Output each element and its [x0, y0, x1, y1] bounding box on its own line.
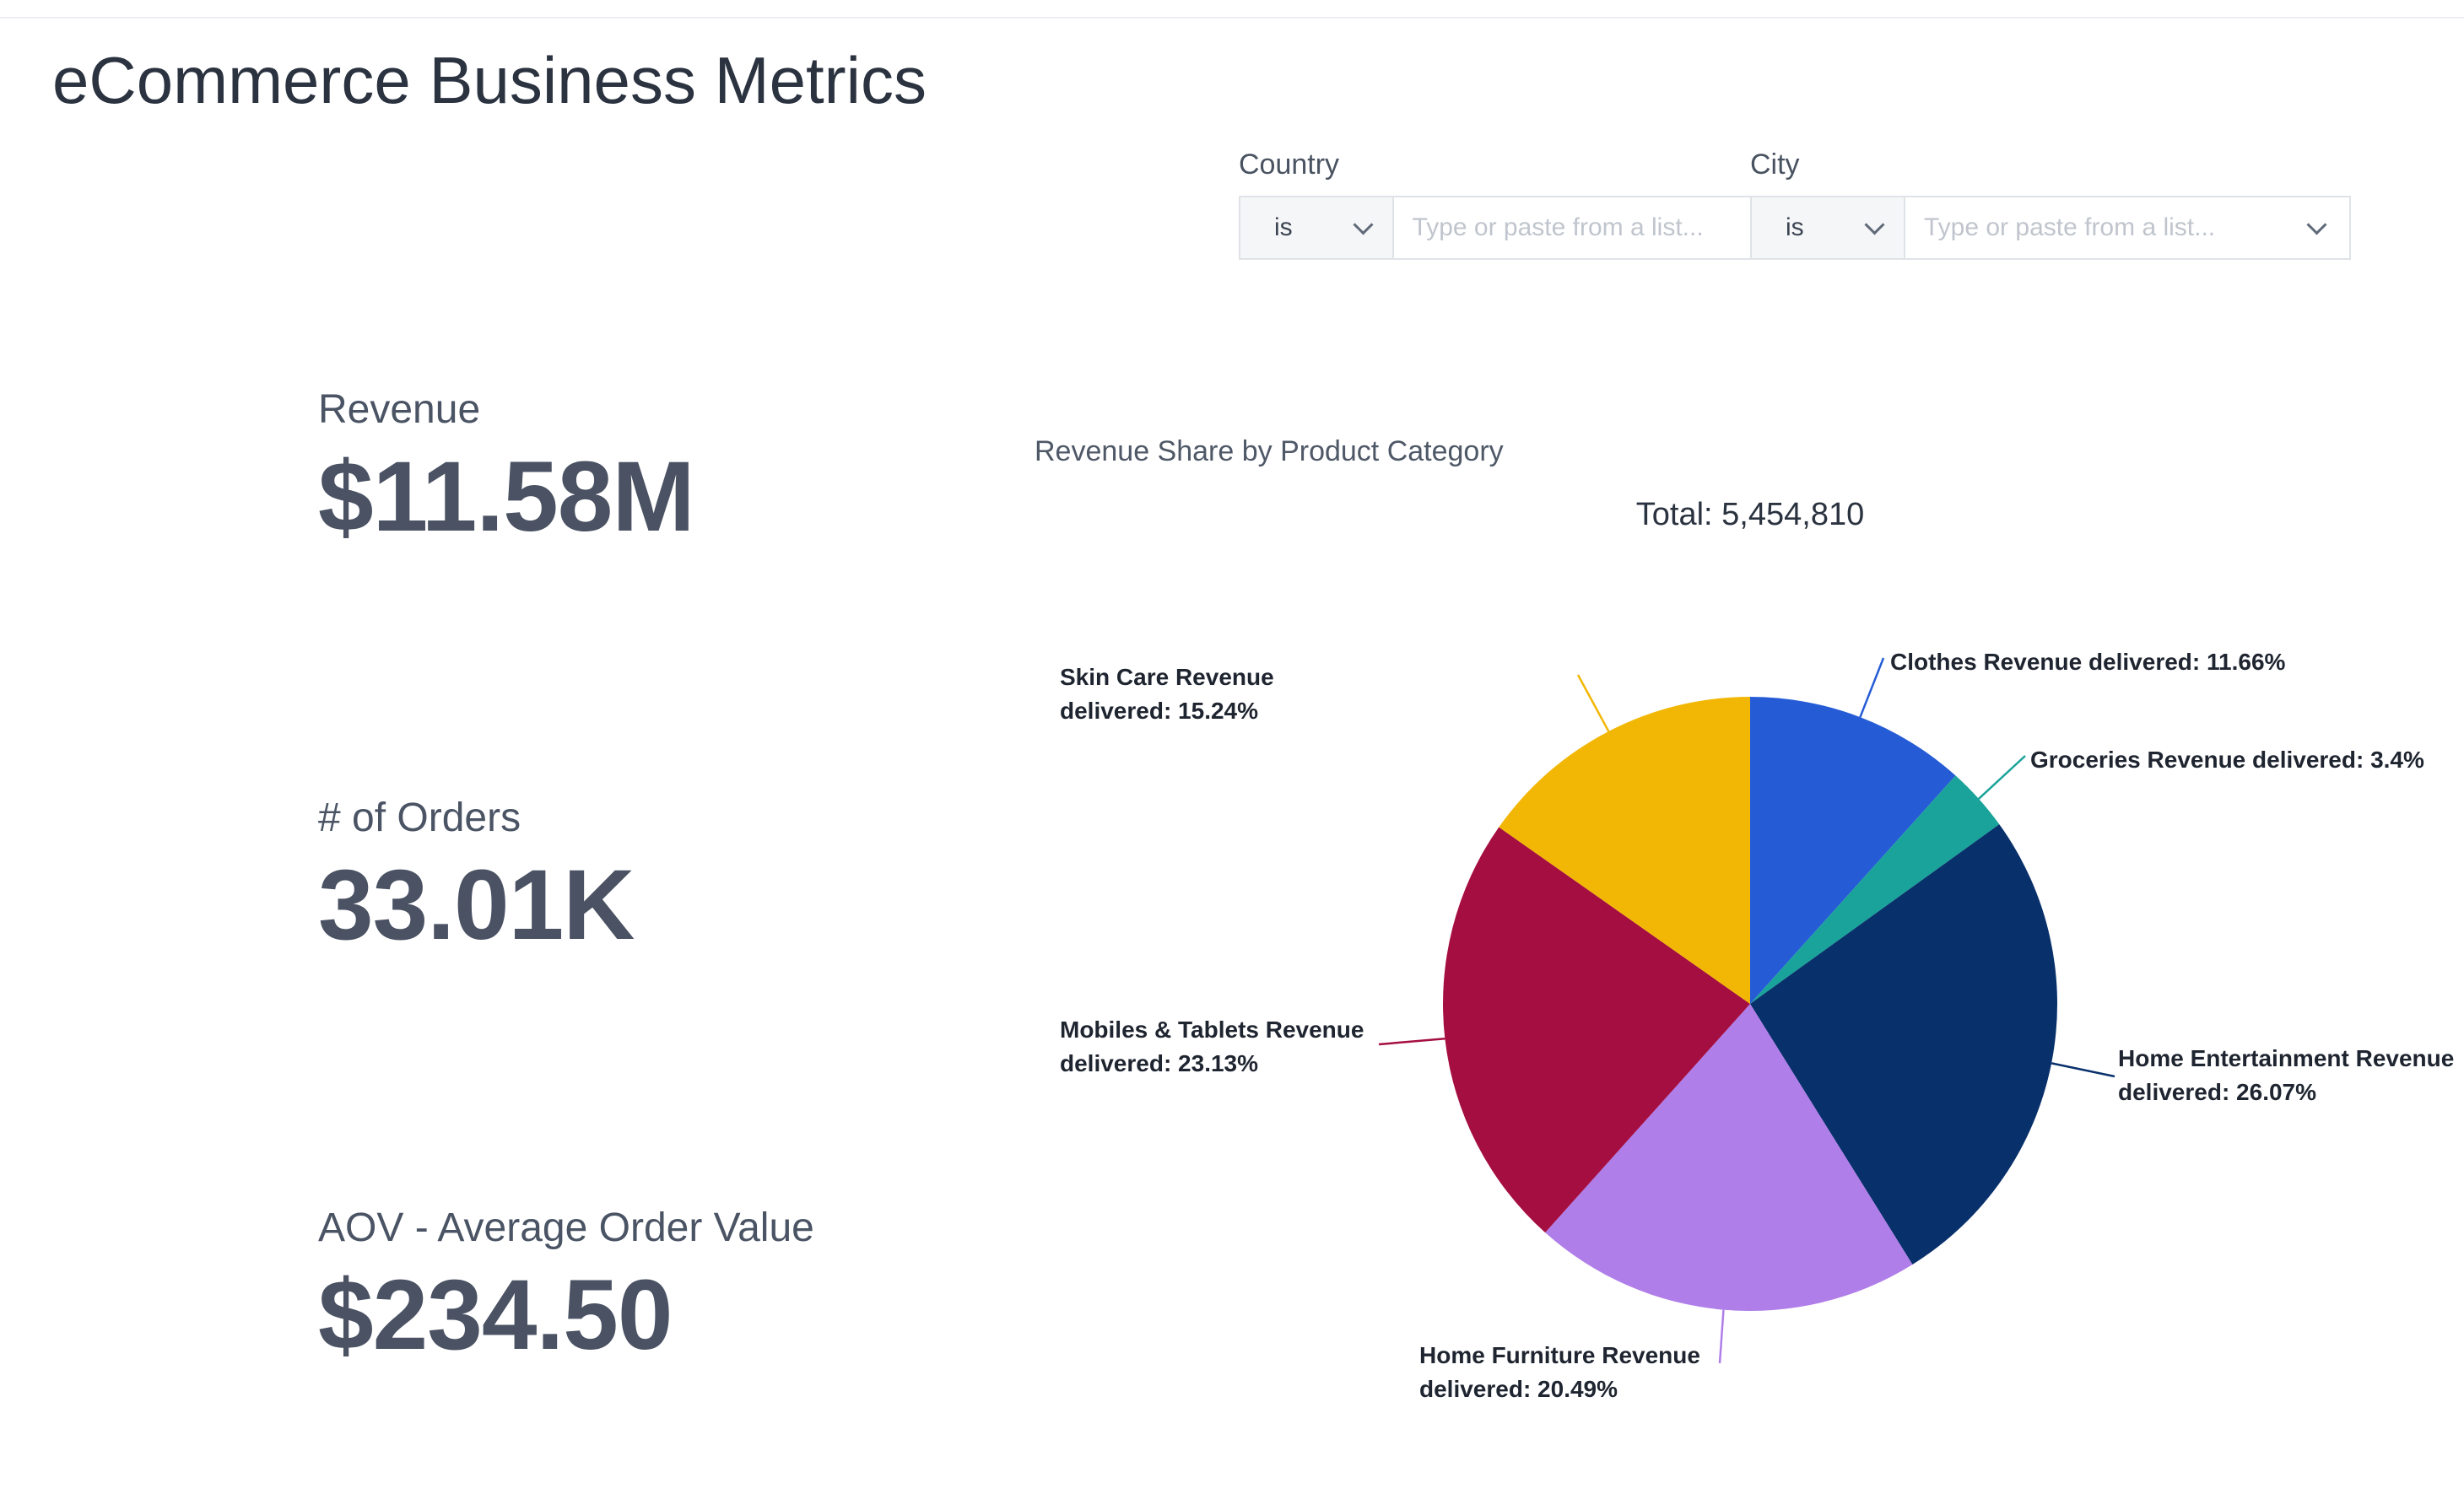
country-operator-select[interactable]: is — [1240, 197, 1394, 258]
pie-slice[interactable] — [1499, 697, 1750, 1004]
kpi-value: $11.58M — [318, 441, 695, 553]
kpi-aov: AOV - Average Order Value $234.50 — [318, 1205, 814, 1372]
country-filter: Country is Type or paste from a list... — [1239, 148, 1750, 260]
kpi-label: AOV - Average Order Value — [318, 1205, 814, 1250]
city-value-placeholder: Type or paste from a list... — [1924, 213, 2216, 241]
pie-slice-label: Groceries Revenue delivered: 3.4% — [2030, 747, 2424, 773]
pie-slice-label: Home Furniture Revenue delivered: 20.49% — [1419, 1342, 1700, 1402]
top-divider — [0, 17, 2464, 19]
kpi-label: # of Orders — [318, 795, 521, 840]
pie-leader-line — [1859, 657, 1885, 718]
country-value-input[interactable]: Type or paste from a list... — [1394, 197, 1750, 258]
country-value-placeholder: Type or paste from a list... — [1412, 213, 1704, 241]
city-value-input[interactable]: Type or paste from a list... — [1905, 197, 2349, 258]
pie-total-label: Total: 5,454,810 — [1636, 497, 1864, 532]
pie-slice[interactable] — [1443, 827, 1750, 1233]
pie-leader-line — [1576, 674, 1610, 732]
city-filter: City is Type or paste from a list... — [1750, 148, 2351, 260]
kpi-value: $234.50 — [318, 1259, 673, 1371]
kpi-value: 33.01K — [318, 849, 635, 961]
pie-leader-line — [2051, 1062, 2115, 1078]
pie-slice[interactable] — [1750, 824, 2057, 1265]
city-operator-value: is — [1786, 213, 1804, 241]
country-operator-value: is — [1274, 213, 1293, 241]
city-filter-label: City — [1750, 148, 1800, 181]
pie-leader-line — [1978, 755, 2026, 800]
pie-slice-label: Mobiles & Tablets Revenue delivered: 23.1… — [1060, 1017, 1364, 1076]
pie-slice-label: Skin Care Revenue delivered: 15.24% — [1060, 664, 1274, 724]
country-filter-label: Country — [1239, 148, 1340, 181]
country-filter-box: is Type or paste from a list... — [1239, 196, 1750, 260]
pie-leader-line — [1378, 1038, 1445, 1046]
pie-slice-label: Home Entertainment Revenue delivered: 26.… — [2118, 1045, 2454, 1105]
chart-title: Revenue Share by Product Category — [1035, 435, 1504, 467]
dashboard-title: eCommerce Business Metrics — [52, 43, 927, 117]
kpi-label: Revenue — [318, 387, 481, 432]
kpi-revenue: Revenue $11.58M — [318, 386, 695, 554]
kpi-orders: # of Orders 33.01K — [318, 795, 635, 963]
city-operator-select[interactable]: is — [1752, 197, 1905, 258]
pie-slice-label: Clothes Revenue delivered: 11.66% — [1890, 649, 2286, 675]
pie-slice[interactable] — [1750, 775, 2000, 1004]
pie-slice[interactable] — [1750, 697, 1956, 1004]
pie-slice[interactable] — [1545, 1004, 1913, 1312]
pie-leader-line — [1718, 1309, 1725, 1364]
city-filter-box: is Type or paste from a list... — [1750, 196, 2351, 260]
